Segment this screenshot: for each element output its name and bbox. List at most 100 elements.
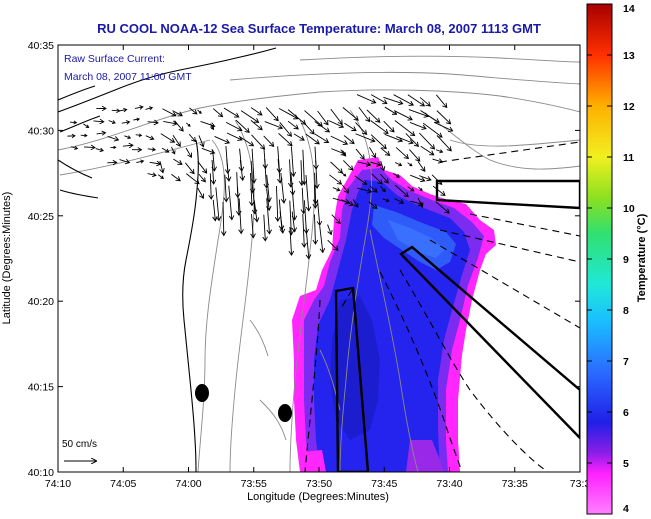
current-vector bbox=[405, 133, 420, 147]
current-vector bbox=[95, 147, 105, 153]
colorbar-tick-label: 7 bbox=[623, 356, 629, 368]
current-vector bbox=[352, 199, 359, 208]
current-vector bbox=[208, 173, 214, 200]
current-vector bbox=[107, 159, 118, 166]
bathymetry-contours bbox=[58, 55, 580, 472]
y-tick-label: 40:15 bbox=[28, 382, 54, 394]
mooring-markers bbox=[195, 384, 292, 422]
colorbar-tick-label: 13 bbox=[623, 50, 635, 62]
current-vector bbox=[118, 107, 128, 113]
current-vector bbox=[394, 198, 405, 204]
current-vector bbox=[340, 149, 347, 157]
y-tick-label: 40:30 bbox=[28, 125, 54, 137]
current-vector bbox=[355, 133, 376, 143]
current-vector bbox=[147, 147, 157, 152]
current-vector bbox=[356, 94, 377, 104]
current-vector bbox=[394, 110, 413, 121]
current-vector bbox=[358, 107, 371, 123]
current-vector bbox=[371, 173, 383, 185]
current-vector bbox=[172, 110, 183, 117]
current-vector bbox=[330, 135, 349, 145]
colorbar-tick-label: 11 bbox=[623, 152, 634, 164]
current-vector bbox=[393, 172, 400, 178]
current-vector bbox=[393, 94, 415, 106]
current-vector bbox=[93, 118, 105, 125]
current-vector bbox=[96, 105, 107, 112]
current-vector bbox=[287, 120, 299, 130]
current-vector bbox=[240, 110, 260, 123]
current-vector bbox=[356, 187, 373, 194]
colorbar-tick-label: 9 bbox=[623, 254, 629, 266]
current-vector bbox=[394, 184, 409, 198]
current-vector bbox=[132, 147, 143, 153]
current-vector bbox=[384, 106, 398, 115]
current-vector bbox=[418, 175, 432, 182]
current-vector bbox=[172, 135, 181, 147]
current-vector bbox=[108, 120, 116, 124]
current-vector bbox=[250, 214, 256, 239]
y-tick-label: 40:25 bbox=[28, 211, 54, 223]
current-vector bbox=[383, 96, 404, 106]
x-tick-label: 73:45 bbox=[371, 478, 397, 490]
current-vector bbox=[274, 185, 281, 223]
current-vector bbox=[380, 147, 391, 156]
current-vector bbox=[380, 173, 389, 184]
current-vector bbox=[417, 161, 426, 172]
current-vector bbox=[290, 146, 297, 178]
current-vector bbox=[171, 173, 181, 182]
current-vector bbox=[410, 174, 426, 183]
current-vector bbox=[186, 173, 200, 185]
current-vector bbox=[357, 161, 372, 167]
current-vector bbox=[220, 201, 227, 237]
current-vector bbox=[420, 145, 435, 156]
x-axis-ticks: 74:10 74:05 74:00 73:55 73:50 73:45 73:40 73:35… bbox=[45, 45, 590, 490]
current-vector bbox=[198, 135, 205, 148]
current-vector bbox=[147, 172, 157, 178]
current-vector bbox=[301, 149, 308, 186]
current-time: March 08, 2007 11:00 GMT bbox=[64, 71, 192, 83]
range-rays bbox=[304, 141, 580, 472]
mooring-dot bbox=[195, 384, 209, 402]
colorbar-tick-label: 10 bbox=[623, 203, 635, 215]
current-vector bbox=[157, 174, 165, 179]
current-vector bbox=[436, 110, 452, 125]
colorbar-ticks: 4 5 6 7 8 9 10 11 12 13 14 bbox=[587, 3, 635, 515]
current-vector bbox=[291, 211, 298, 233]
current-vector bbox=[409, 149, 421, 162]
sst-field bbox=[292, 157, 496, 472]
current-vector bbox=[312, 185, 319, 209]
colorbar-tick-label: 6 bbox=[623, 407, 629, 419]
current-vector bbox=[80, 133, 88, 138]
current-vector bbox=[262, 214, 268, 242]
current-vector bbox=[210, 123, 215, 131]
current-vector bbox=[186, 122, 191, 127]
current-vector bbox=[394, 120, 416, 137]
current-vector bbox=[331, 214, 341, 224]
current-vector bbox=[369, 146, 377, 159]
current-vector bbox=[380, 185, 386, 193]
current-vector bbox=[332, 187, 341, 192]
current-vector bbox=[119, 158, 131, 165]
x-tick-label: 74:00 bbox=[175, 478, 201, 490]
current-vector bbox=[327, 239, 339, 251]
current-vector bbox=[69, 120, 78, 125]
current-vector bbox=[160, 133, 176, 143]
current-vector bbox=[382, 198, 390, 203]
y-tick-label: 40:20 bbox=[28, 296, 54, 308]
chart-title: RU COOL NOAA-12 Sea Surface Temperature:… bbox=[97, 21, 541, 36]
current-vector bbox=[287, 159, 294, 188]
current-vector bbox=[302, 120, 315, 135]
x-tick-label: 74:10 bbox=[45, 478, 71, 490]
current-vector bbox=[162, 108, 177, 117]
current-vector bbox=[342, 184, 350, 194]
x-tick-label: 73:40 bbox=[436, 478, 462, 490]
colorbar-tick-label: 4 bbox=[623, 503, 629, 515]
current-vector bbox=[134, 105, 144, 110]
current-vector bbox=[145, 106, 154, 111]
current-vector bbox=[161, 147, 170, 153]
current-vector bbox=[370, 134, 387, 150]
current-vector bbox=[343, 160, 354, 171]
current-vector bbox=[83, 123, 90, 129]
current-vector bbox=[369, 185, 378, 193]
current-vector bbox=[239, 136, 255, 147]
